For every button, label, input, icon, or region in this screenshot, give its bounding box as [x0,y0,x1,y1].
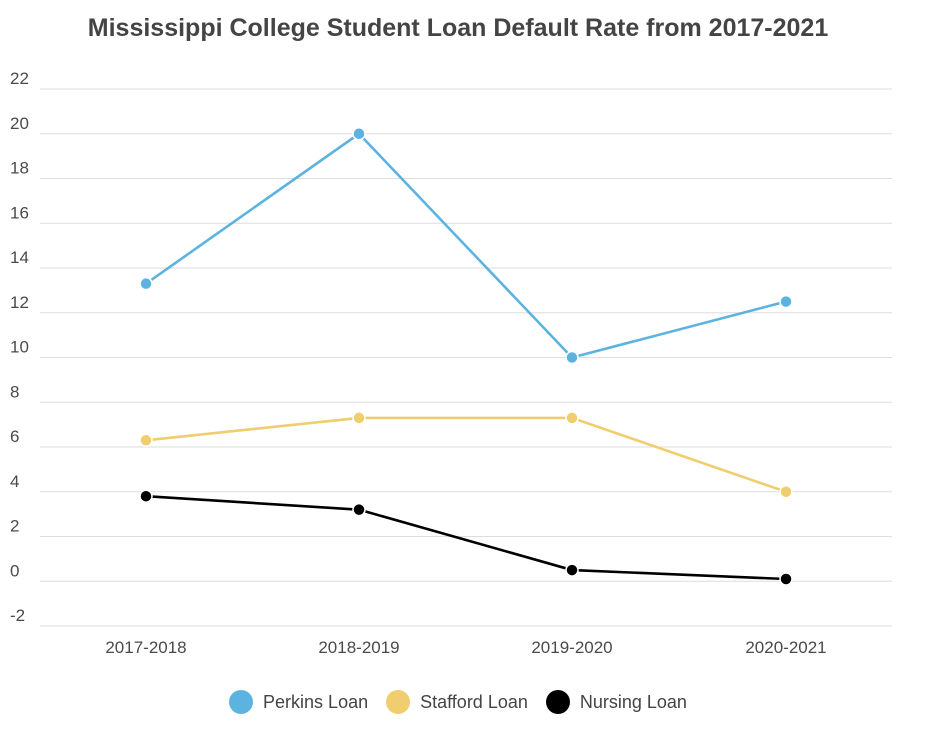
y-tick-label: 14 [10,248,29,267]
legend-swatch-perkins [229,690,254,714]
data-point [565,411,579,425]
data-point [779,572,793,586]
data-point [139,276,153,291]
line-chart: -2 0 2 4 6 8 10 12 14 16 18 20 22 2017-2018 2018-2019 2… [10,69,892,657]
data-point [139,433,153,448]
series-line [145,416,787,493]
series-line [145,494,787,581]
y-tick-label: 18 [10,159,29,178]
y-tick-label: 20 [10,114,29,133]
data-point [779,294,793,309]
legend-swatch-nursing [545,690,570,714]
legend-label-nursing: Nursing Loan [579,691,687,712]
y-tick-label: 12 [10,293,29,312]
legend-item-nursing: Nursing Loan [545,690,687,714]
data-point [352,127,366,141]
y-tick-label: 2 [10,517,19,536]
data-point [352,411,366,425]
y-tick-label: 16 [10,203,29,222]
legend-item-stafford: Stafford Loan [386,690,528,714]
data-point [565,350,579,365]
y-tick-label: 10 [10,338,29,357]
legend-label-stafford: Stafford Loan [420,691,528,712]
y-tick-label: -2 [10,606,25,625]
y-tick-label: 8 [10,382,19,401]
legend: Perkins Loan Stafford Loan Nursing Loan [0,690,916,714]
x-tick-label: 2018-2019 [318,638,399,657]
y-tick-label: 22 [10,69,29,88]
data-point [139,489,153,503]
chart-title: Mississippi College Student Loan Default… [87,14,829,42]
y-tick-label: 6 [10,427,19,446]
legend-swatch-stafford [386,690,411,714]
x-tick-label: 2020-2021 [745,638,826,657]
x-tick-label: 2017-2018 [105,638,186,657]
legend-item-perkins: Perkins Loan [229,690,368,714]
y-tick-label: 0 [10,561,19,580]
y-tick-label: 4 [10,472,19,491]
series-line [145,132,787,359]
data-point [352,502,366,517]
legend-label-perkins: Perkins Loan [263,691,369,712]
x-tick-label: 2019-2020 [531,638,612,657]
data-point [565,563,579,577]
data-point [779,485,793,499]
